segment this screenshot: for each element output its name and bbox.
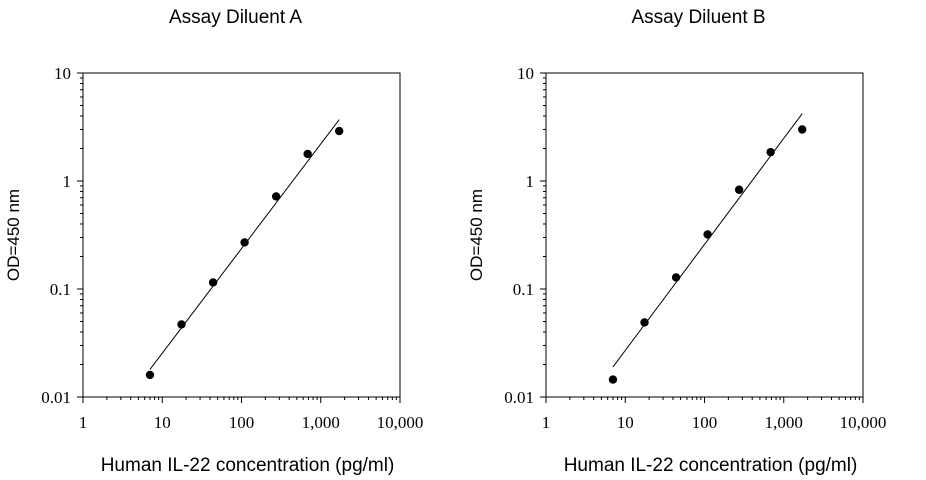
y-axis-label: OD=450 nm bbox=[467, 189, 486, 281]
data-point bbox=[640, 318, 649, 327]
y-tick-label: 10 bbox=[517, 64, 534, 83]
x-tick-label: 100 bbox=[229, 413, 255, 432]
y-tick-label: 0.1 bbox=[50, 280, 71, 299]
y-tick-label: 0.01 bbox=[504, 388, 534, 407]
data-point bbox=[608, 375, 618, 384]
chart-panel-1: Assay Diluent A 1 10 100 1,000 10,000 0.01 0.1 1… bbox=[4, 7, 423, 476]
chart-panel-2: Assay Diluent B 1 10 100 1,000 10,000 0.01 0.1 1… bbox=[467, 7, 886, 476]
data-point bbox=[145, 370, 155, 380]
data-point bbox=[177, 320, 186, 329]
x-axis-label: Human IL-22 concentration (pg/ml) bbox=[101, 455, 395, 476]
x-axis-label: Human IL-22 concentration (pg/ml) bbox=[564, 455, 858, 476]
chart-title: Assay Diluent B bbox=[631, 7, 765, 28]
x-tick-label: 10 bbox=[617, 413, 634, 432]
data-point bbox=[208, 278, 218, 287]
x-tick-label: 1 bbox=[542, 413, 551, 432]
y-tick-label: 1 bbox=[63, 172, 72, 191]
data-point bbox=[240, 238, 249, 247]
data-point bbox=[303, 149, 312, 159]
chart-title: Assay Diluent A bbox=[169, 7, 302, 28]
x-tick-label: 1,000 bbox=[302, 413, 340, 432]
y-tick-label: 0.01 bbox=[41, 388, 71, 407]
x-tick-label: 10,000 bbox=[840, 413, 887, 432]
y-tick-label: 10 bbox=[54, 64, 71, 83]
y-axis-label: OD=450 nm bbox=[4, 189, 23, 281]
y-tick-label: 0.1 bbox=[513, 280, 534, 299]
data-point bbox=[766, 147, 775, 157]
data-point bbox=[797, 125, 807, 134]
data-point bbox=[734, 185, 744, 194]
x-tick-label: 1,000 bbox=[765, 413, 803, 432]
x-tick-label: 100 bbox=[692, 413, 718, 432]
x-tick-label: 10 bbox=[154, 413, 171, 432]
data-point bbox=[271, 192, 281, 201]
data-point bbox=[703, 230, 712, 239]
x-tick-label: 10,000 bbox=[377, 413, 424, 432]
data-point bbox=[671, 273, 681, 282]
plot-frame bbox=[82, 72, 401, 398]
x-tick-label: 1 bbox=[79, 413, 88, 432]
y-tick-label: 1 bbox=[526, 172, 535, 191]
data-point bbox=[334, 126, 344, 136]
